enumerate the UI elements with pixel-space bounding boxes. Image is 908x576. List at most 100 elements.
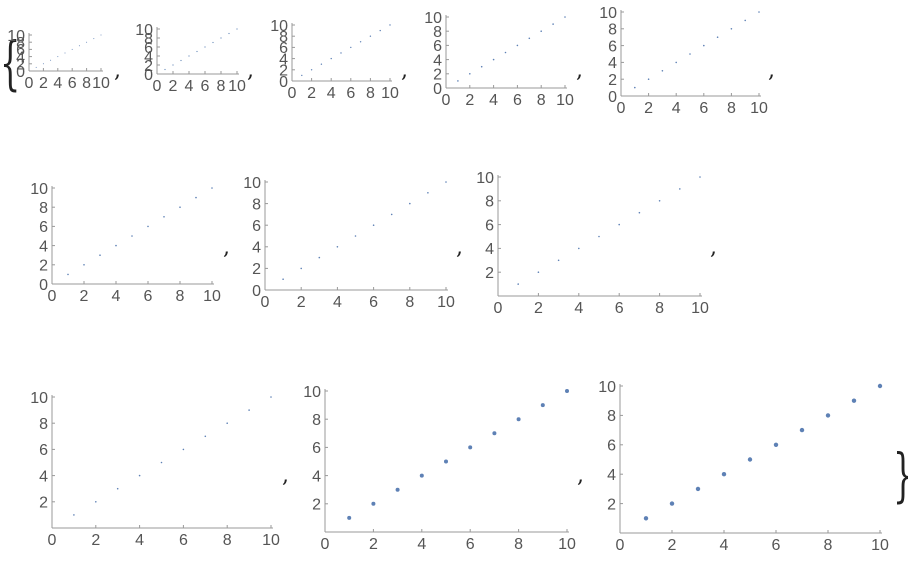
y-tick-label: 4 — [607, 467, 616, 484]
x-tick-label: 8 — [82, 75, 91, 92]
x-tick-label: 4 — [720, 537, 729, 554]
x-tick-label: 4 — [489, 92, 498, 109]
close-brace: } — [893, 443, 908, 510]
y-tick-label: 2 — [144, 58, 153, 75]
data-point — [468, 445, 473, 450]
data-point — [564, 16, 566, 18]
separator-comma: , — [710, 235, 717, 260]
y-tick-label: 6 — [312, 440, 321, 457]
x-tick-label: 2 — [307, 85, 316, 102]
x-tick-label: 6 — [369, 294, 378, 311]
data-point — [598, 235, 600, 238]
data-point — [99, 254, 101, 256]
data-point — [236, 28, 238, 30]
data-point — [330, 57, 332, 60]
separator-comma: , — [223, 235, 230, 260]
x-tick-label: 8 — [655, 300, 664, 317]
data-point — [35, 66, 37, 68]
y-tick-label: 6 — [16, 42, 25, 59]
data-point — [758, 11, 760, 13]
data-point — [537, 271, 540, 274]
x-tick-label: 0 — [288, 85, 297, 102]
x-tick-label: 2 — [369, 536, 378, 553]
x-tick-label: 6 — [513, 92, 522, 109]
separator-comma: , — [114, 58, 121, 83]
x-tick-label: 2 — [534, 300, 543, 317]
data-point — [50, 59, 52, 61]
y-tick-label: 0 — [39, 277, 48, 294]
x-tick-label: 2 — [668, 537, 677, 554]
y-tick-label: 8 — [16, 35, 25, 52]
data-point — [204, 46, 206, 48]
data-point — [282, 278, 284, 281]
x-tick-label: 6 — [144, 288, 153, 305]
x-tick-label: 2 — [644, 100, 653, 117]
data-point — [669, 501, 675, 506]
y-tick-label: 8 — [39, 416, 48, 433]
data-point — [721, 472, 727, 477]
y-tick-label: 6 — [485, 217, 494, 234]
data-point — [71, 48, 73, 50]
data-point — [516, 44, 519, 47]
x-tick-label: 0 — [48, 288, 57, 305]
x-tick-label: 6 — [179, 532, 188, 549]
data-point — [100, 34, 102, 36]
x-tick-label: 2 — [169, 78, 178, 95]
data-point — [182, 448, 185, 451]
y-tick-label: 4 — [279, 51, 288, 68]
data-point — [300, 267, 303, 270]
x-tick-label: 0 — [442, 92, 451, 109]
x-tick-label: 2 — [80, 288, 89, 305]
data-point — [95, 501, 97, 503]
data-point — [395, 487, 400, 492]
y-tick-label: 4 — [433, 52, 442, 69]
x-tick-label: 4 — [135, 532, 144, 549]
data-point — [320, 63, 323, 65]
x-tick-label: 10 — [556, 92, 574, 109]
x-tick-label: 0 — [494, 300, 503, 317]
y-tick-label: 4 — [252, 240, 261, 257]
x-tick-label: 4 — [112, 288, 121, 305]
y-tick-label: 6 — [433, 38, 442, 55]
data-point — [163, 216, 165, 218]
data-point — [638, 211, 641, 214]
y-tick-label: 8 — [607, 408, 616, 425]
data-point — [204, 435, 207, 438]
data-point — [270, 396, 272, 398]
x-tick-label: 8 — [405, 294, 414, 311]
y-tick-label: 0 — [144, 67, 153, 84]
x-tick-label: 10 — [92, 75, 110, 92]
x-tick-label: 10 — [691, 300, 709, 317]
open-brace: { — [0, 31, 20, 98]
separator-comma: , — [577, 463, 584, 488]
scatter-plot: 0 2 4 6 8 10 2 4 6 8 10 — [303, 384, 576, 553]
x-tick-label: 4 — [327, 85, 336, 102]
data-point — [565, 389, 569, 393]
y-tick-label: 2 — [252, 261, 261, 278]
data-point — [695, 486, 701, 492]
y-tick-label: 8 — [279, 29, 288, 46]
data-point — [444, 459, 448, 464]
x-tick-label: 2 — [91, 532, 100, 549]
y-tick-label: 8 — [433, 24, 442, 41]
data-point — [147, 225, 149, 228]
y-tick-label: 2 — [39, 258, 48, 275]
x-tick-label: 10 — [262, 532, 280, 549]
x-tick-label: 8 — [217, 78, 226, 95]
data-point — [180, 59, 182, 62]
x-tick-label: 2 — [39, 75, 48, 92]
data-point — [390, 213, 393, 216]
x-tick-label: 8 — [366, 85, 375, 102]
x-tick-label: 10 — [871, 537, 889, 554]
x-tick-label: 10 — [381, 85, 399, 102]
data-point — [851, 398, 857, 403]
x-tick-label: 0 — [48, 532, 57, 549]
data-point — [196, 50, 198, 53]
x-tick-label: 6 — [346, 85, 355, 102]
